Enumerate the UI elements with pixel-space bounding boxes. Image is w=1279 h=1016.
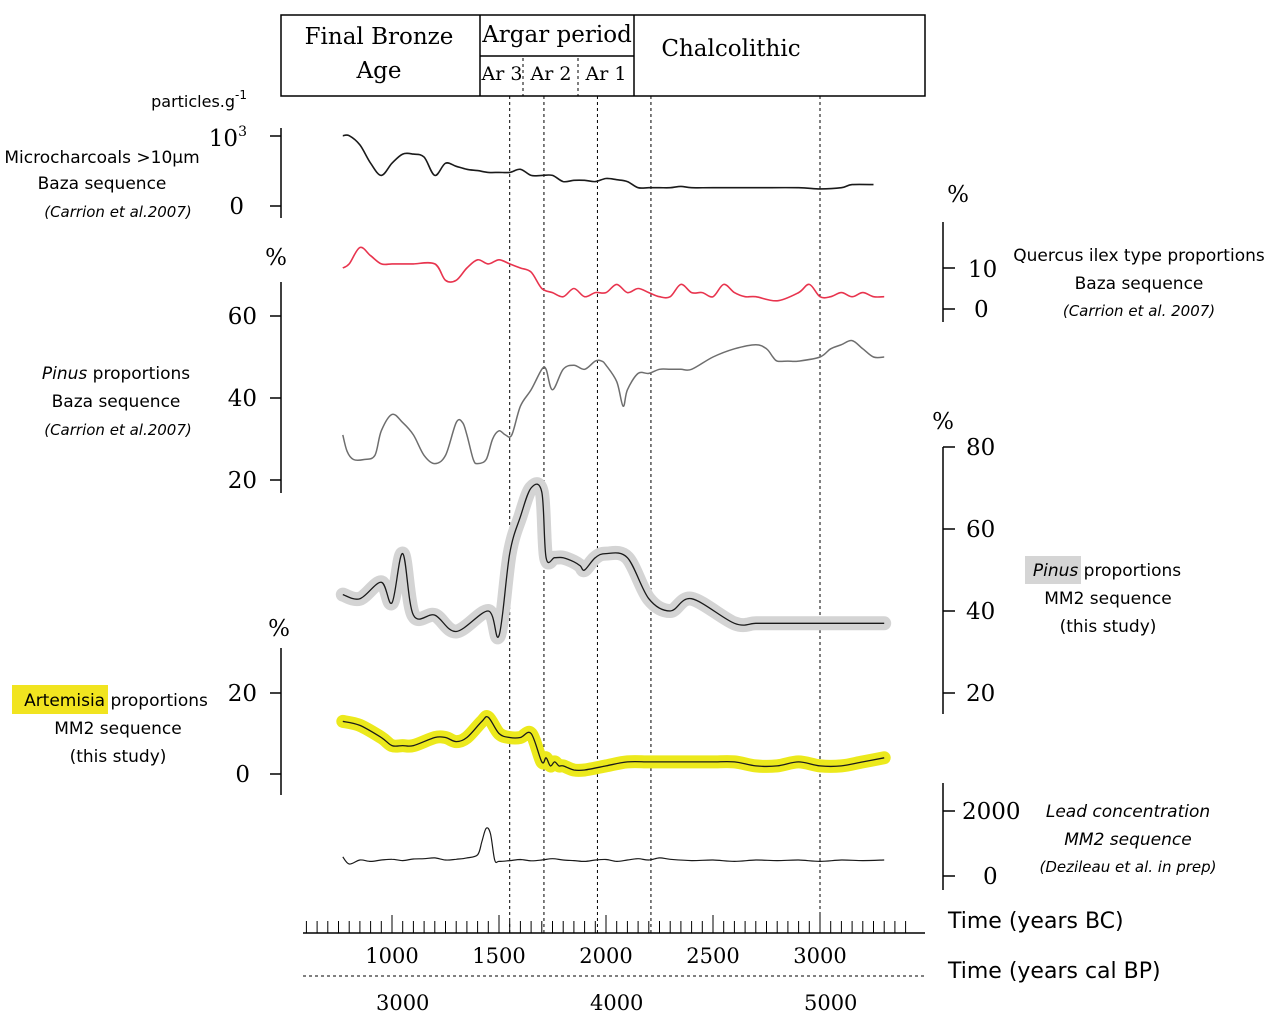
series-artemisia [343,717,884,771]
quercus-tick-0: 0 [974,297,989,323]
pinus-baza-label-3: (Carrion et al.2007) [44,421,192,439]
quercus-label-2: Baza sequence [1075,274,1204,294]
bc-tick-label: 3000 [793,944,846,968]
series-line-lead [343,828,884,864]
series-lead [343,828,884,864]
series-pinus-mm2 [343,484,884,637]
pinus-mm2-tick-80: 80 [966,435,995,461]
pinus-baza-tick-40: 40 [228,386,257,412]
bc-tick-label: 1000 [365,944,418,968]
period-ar1: Ar 1 [585,63,627,85]
artemisia-axis: % 20 0 [228,616,290,795]
pinus-baza-label-2: Baza sequence [52,392,181,412]
pinus-baza-tick-60: 60 [228,304,257,330]
series-pinus-baza [343,341,884,464]
quercus-tick-10: 10 [968,257,997,283]
series-quercus [343,247,884,301]
pinus-baza-unit: % [265,245,287,271]
micro-label-3: (Carrion et al.2007) [44,203,192,221]
series-layer [343,135,884,864]
micro-tick-top: 103 [209,124,247,152]
micro-label-1: Microcharcoals >10µm [4,148,199,168]
lead-tick-0: 0 [983,864,998,890]
period-argar: Argar period [481,22,632,48]
pinus-mm2-tick-60: 60 [966,517,995,543]
artemisia-label-2: MM2 sequence [54,719,181,739]
artemisia-tick-0: 0 [235,762,250,788]
micro-label-2: Baza sequence [38,174,167,194]
pinus-baza-tick-20: 20 [228,468,257,494]
artemisia-tick-20: 20 [228,681,257,707]
lead-label-1: Lead concentration [1046,802,1210,822]
pinus-mm2-label-1: Pinus proportions [1033,561,1181,581]
artemisia-unit: % [268,616,290,642]
series-line-microcharcoals [343,135,874,189]
bp-tick-label: 4000 [590,991,643,1015]
bp-tick-label: 5000 [804,991,857,1015]
quercus-label-1: Quercus ilex type proportions [1013,246,1265,266]
bc-tick-label: 2000 [579,944,632,968]
period-chalcolithic: Chalcolithic [661,36,800,62]
lead-axis: 2000 0 [943,783,1021,890]
micro-tick-zero: 0 [229,194,244,220]
pinus-baza-axis: % 60 40 20 [228,245,287,494]
pinus-mm2-tick-40: 40 [966,599,995,625]
lead-label-2: MM2 sequence [1064,830,1191,850]
pinus-mm2-label-2: MM2 sequence [1044,589,1171,609]
pinus-mm2-unit: % [932,409,954,435]
lead-label-3: (Dezileau et al. in prep) [1039,858,1216,876]
bc-axis-label: Time (years BC) [947,909,1124,934]
period-final-bronze-line2: Age [356,58,402,84]
bc-tick-label: 2500 [686,944,739,968]
period-boundary-lines [510,96,820,933]
bc-tick-label: 1500 [472,944,525,968]
quercus-axis: % 10 0 [943,182,997,323]
series-line-pinus-baza [343,341,884,464]
bp-axis-label: Time (years cal BP) [947,959,1161,984]
period-header: Final Bronze Age Argar period Ar 3 Ar 2 … [281,15,925,96]
pinus-mm2-axis: % 80 60 40 20 [932,409,995,714]
pinus-baza-label-1: Pinus proportions [42,364,190,384]
quercus-label-3: (Carrion et al. 2007) [1063,302,1215,320]
bp-tick-label: 3000 [376,991,429,1015]
artemisia-label-1: Artemisia proportions [24,691,208,711]
period-final-bronze-line1: Final Bronze [305,24,454,50]
series-microcharcoals [343,135,874,189]
period-ar3: Ar 3 [481,63,523,85]
lead-tick-2000: 2000 [962,799,1021,825]
micro-unit: particles.g-1 [151,88,247,111]
pinus-mm2-tick-20: 20 [966,681,995,707]
time-axis: Time (years BC) Time (years cal BP) 1000… [303,909,1161,1015]
artemisia-label-3: (this study) [70,747,167,767]
pinus-mm2-label-3: (this study) [1060,617,1157,637]
series-band-pinus-mm2 [343,484,884,637]
period-ar2: Ar 2 [530,63,572,85]
quercus-unit: % [947,182,969,208]
series-line-quercus [343,247,884,301]
